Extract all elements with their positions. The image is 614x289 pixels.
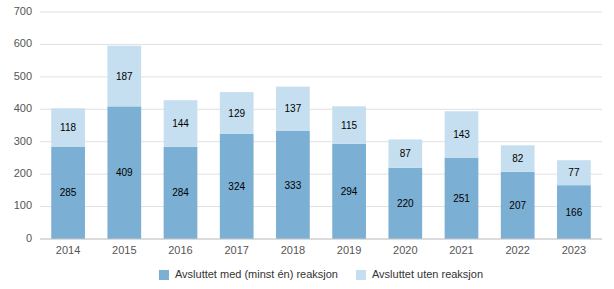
data-label: 285 bbox=[60, 187, 77, 198]
bar bbox=[445, 158, 479, 239]
grid-line bbox=[40, 239, 602, 240]
bar bbox=[388, 168, 422, 239]
data-label: 409 bbox=[116, 167, 133, 178]
x-tick-label: 2023 bbox=[562, 244, 586, 256]
y-tick-label: 500 bbox=[14, 70, 32, 82]
x-tick-label: 2015 bbox=[112, 244, 136, 256]
x-tick-label: 2014 bbox=[56, 244, 80, 256]
data-label: 137 bbox=[285, 103, 302, 114]
data-label: 77 bbox=[568, 167, 580, 178]
bar bbox=[276, 131, 310, 239]
data-label: 87 bbox=[400, 148, 412, 159]
data-label: 251 bbox=[453, 193, 470, 204]
data-label: 129 bbox=[228, 108, 245, 119]
legend-swatch bbox=[356, 270, 366, 280]
bar bbox=[220, 92, 254, 134]
data-label: 115 bbox=[341, 120, 357, 131]
y-tick-label: 200 bbox=[14, 167, 32, 179]
bar bbox=[332, 106, 366, 143]
grid-line bbox=[40, 44, 602, 45]
data-label: 166 bbox=[566, 207, 583, 218]
x-tick-label: 2016 bbox=[168, 244, 192, 256]
data-label: 187 bbox=[116, 71, 133, 82]
y-tick-label: 600 bbox=[14, 37, 32, 49]
chart-container: 0 100 200 300 400 500 600 700 285 409 284 324 333 294… bbox=[0, 0, 614, 289]
y-tick-label: 0 bbox=[26, 232, 32, 244]
bar bbox=[220, 134, 254, 239]
bars bbox=[51, 46, 591, 239]
bar bbox=[557, 160, 591, 185]
x-tick-label: 2019 bbox=[337, 244, 361, 256]
y-grid bbox=[40, 12, 602, 239]
x-axis: 2014 2015 2016 2017 2018 2019 2020 2021 2022 2023 bbox=[40, 239, 602, 256]
bar bbox=[501, 145, 535, 172]
data-label: 284 bbox=[172, 187, 189, 198]
bar bbox=[557, 185, 591, 239]
bar bbox=[107, 106, 141, 239]
data-label: 144 bbox=[172, 118, 189, 129]
data-label: 294 bbox=[341, 186, 358, 197]
y-axis: 0 100 200 300 400 500 600 700 bbox=[14, 5, 32, 244]
bar bbox=[51, 147, 85, 239]
bar bbox=[501, 172, 535, 239]
data-labels: 285 409 284 324 333 294 220 251 207 166 118 187 144 1… bbox=[60, 71, 583, 218]
bar bbox=[332, 144, 366, 239]
x-tick-label: 2021 bbox=[449, 244, 473, 256]
x-tick-label: 2022 bbox=[505, 244, 529, 256]
bar bbox=[164, 100, 198, 147]
legend-label: Avsluttet med (minst én) reaksjon bbox=[175, 268, 338, 280]
grid-line bbox=[40, 12, 602, 13]
y-tick-label: 300 bbox=[14, 135, 32, 147]
chart-svg: 0 100 200 300 400 500 600 700 285 409 284 324 333 294… bbox=[0, 0, 614, 289]
data-label: 207 bbox=[509, 200, 526, 211]
bar bbox=[388, 139, 422, 167]
data-label: 220 bbox=[397, 198, 414, 209]
bar bbox=[51, 108, 85, 146]
y-tick-label: 700 bbox=[14, 5, 32, 17]
y-tick-label: 400 bbox=[14, 102, 32, 114]
data-label: 324 bbox=[228, 181, 245, 192]
x-tick-label: 2017 bbox=[224, 244, 248, 256]
x-axis-line bbox=[40, 239, 602, 240]
legend: Avsluttet med (minst én) reaksjon Avslutt… bbox=[159, 268, 483, 280]
legend-label: Avsluttet uten reaksjon bbox=[372, 268, 483, 280]
data-label: 118 bbox=[60, 122, 76, 133]
x-tick-label: 2020 bbox=[393, 244, 417, 256]
data-label: 82 bbox=[512, 153, 524, 164]
bar bbox=[445, 111, 479, 157]
bar bbox=[276, 87, 310, 131]
bar bbox=[164, 147, 198, 239]
data-label: 143 bbox=[453, 129, 470, 140]
x-tick-label: 2018 bbox=[281, 244, 305, 256]
legend-swatch bbox=[159, 270, 169, 280]
data-label: 333 bbox=[285, 180, 302, 191]
y-tick-label: 100 bbox=[14, 199, 32, 211]
bar bbox=[107, 46, 141, 107]
